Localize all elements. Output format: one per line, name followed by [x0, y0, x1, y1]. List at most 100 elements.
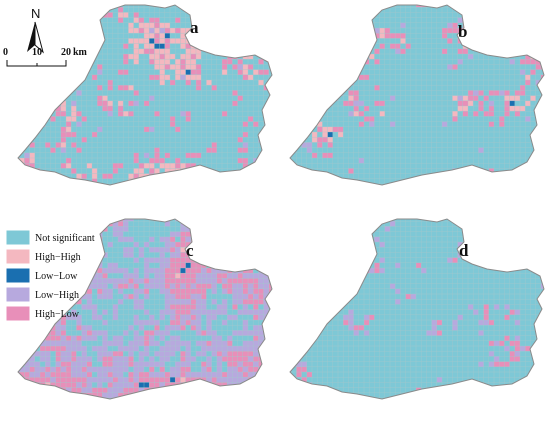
cluster-cell-low-high [447, 257, 453, 263]
cluster-cell-high-low [312, 152, 318, 158]
panel-label-c: c [186, 241, 194, 260]
cluster-cell-high-low [338, 262, 344, 268]
cluster-cell-high-low [134, 189, 139, 194]
cluster-cell-high-low [196, 403, 201, 408]
cluster-cell-low-high [24, 403, 29, 408]
cluster-cell-low-high [248, 309, 254, 315]
cluster-cell-low-high [14, 403, 19, 408]
cluster-cell-low-high [206, 231, 212, 237]
cluster-cell-high-low [374, 59, 380, 65]
cluster-cell-low-low [164, 387, 170, 393]
cluster-cell-low-high [97, 346, 103, 352]
cluster-cell-high-low [170, 320, 176, 326]
cluster-cell-low-high [274, 232, 279, 237]
cluster-cell-low-high [81, 346, 87, 352]
cluster-cell-high-low [468, 95, 474, 101]
cluster-cell-high-low [268, 335, 272, 341]
cluster-cell-high-low [34, 320, 40, 326]
cluster-cell-low-high [133, 372, 139, 378]
cluster-cell-high-low [76, 377, 82, 383]
cluster-cell-high-low [248, 299, 254, 305]
cluster-cell-high-low [185, 288, 191, 294]
cluster-cell-low-high [123, 268, 129, 274]
cluster-cell-low-high [102, 351, 108, 357]
cluster-cell-low-high [253, 403, 258, 408]
cluster-cell-low-high [112, 304, 118, 310]
cluster-cell-high-high [164, 163, 170, 169]
cluster-cell-high-low [190, 299, 196, 305]
cluster-cell-high-low [301, 74, 307, 80]
cluster-cell-low-high [144, 351, 150, 357]
cluster-cell-low-high [227, 366, 233, 372]
cluster-cell-low-high [232, 178, 238, 184]
cluster-cell-low-high [248, 387, 254, 393]
cluster-cell-low-high [19, 403, 24, 408]
cluster-cell-high-low [102, 273, 108, 279]
cluster-cell-low-high [211, 247, 217, 253]
cluster-cell-low-high [216, 304, 222, 310]
cluster-cell-low-high [504, 346, 510, 352]
cluster-cell-low-high [237, 330, 243, 336]
cluster-cell-high-low [268, 226, 272, 232]
cluster-cell-low-high [29, 335, 35, 341]
cluster-cell-low-high [301, 361, 307, 367]
cluster-cell-low-high [55, 330, 61, 336]
cluster-cell-high-low [237, 178, 243, 184]
cluster-cell-high-high [216, 398, 222, 399]
cluster-cell-low-high [92, 346, 98, 352]
cluster-cell-high-low [248, 351, 254, 357]
cluster-cell-high-low [180, 257, 186, 263]
cluster-cell-low-high [76, 283, 82, 289]
cluster-cell-high-low [358, 325, 364, 331]
scale-tick-0: 0 [3, 47, 8, 58]
cluster-cell-low-high [253, 340, 259, 346]
cluster-cell-low-high [112, 221, 118, 227]
cluster-cell-high-low [185, 242, 191, 248]
cluster-cell-high-low [149, 382, 155, 388]
cluster-cell-low-high [81, 257, 87, 263]
cluster-cell-low-high [268, 366, 272, 372]
cluster-cell-high-low [274, 226, 279, 231]
cluster-cell-high-low [170, 80, 176, 86]
cluster-cell-high-low [338, 126, 344, 132]
cluster-cell-high-low [128, 361, 134, 367]
cluster-cell-high-high [175, 38, 181, 44]
cluster-cell-high-low [159, 54, 165, 60]
cluster-cell-high-low [149, 168, 155, 174]
cluster-cell-high-low [258, 221, 264, 227]
cluster-cell-high-low [138, 163, 144, 169]
cluster-cell-low-high [133, 377, 139, 383]
cluster-cell-low-high [206, 377, 212, 383]
cluster-cell-low-high [18, 351, 20, 357]
cluster-cell-low-high [268, 392, 272, 398]
cluster-cell-low-high [40, 366, 46, 372]
cluster-cell-high-low [369, 314, 375, 320]
cluster-cell-low-high [29, 398, 35, 399]
cluster-cell-low-high [76, 90, 82, 96]
cluster-cell-low-high [81, 262, 87, 268]
cluster-cell-high-low [66, 361, 72, 367]
cluster-cell-low-high [128, 340, 134, 346]
cluster-cell-high-low [34, 387, 40, 393]
cluster-cell-low-high [159, 278, 165, 284]
cluster-cell-high-low [34, 377, 40, 383]
cluster-cell-low-high [66, 340, 72, 346]
cluster-cell-high-low [274, 382, 279, 387]
cluster-cell-high-low [86, 268, 92, 274]
cluster-cell-low-high [102, 283, 108, 289]
cluster-cell-high-low [353, 95, 359, 101]
cluster-cell-low-high [66, 219, 72, 222]
cluster-cell-high-high [71, 116, 77, 122]
cluster-cell-high-high [312, 74, 318, 80]
cluster-cell-high-low [92, 219, 98, 222]
cluster-cell-high-low [97, 64, 103, 70]
cluster-cell-high-low [123, 69, 129, 75]
cluster-cell-low-high [60, 340, 66, 346]
cluster-cell-low-high [144, 294, 150, 300]
cluster-cell-low-high [196, 330, 202, 336]
cluster-cell-low-high [263, 231, 269, 237]
cluster-cell-low-high [128, 325, 134, 331]
cluster-cell-high-low [421, 392, 427, 398]
cluster-cell-high-low [348, 247, 354, 253]
cluster-cell-high-low [253, 314, 259, 320]
